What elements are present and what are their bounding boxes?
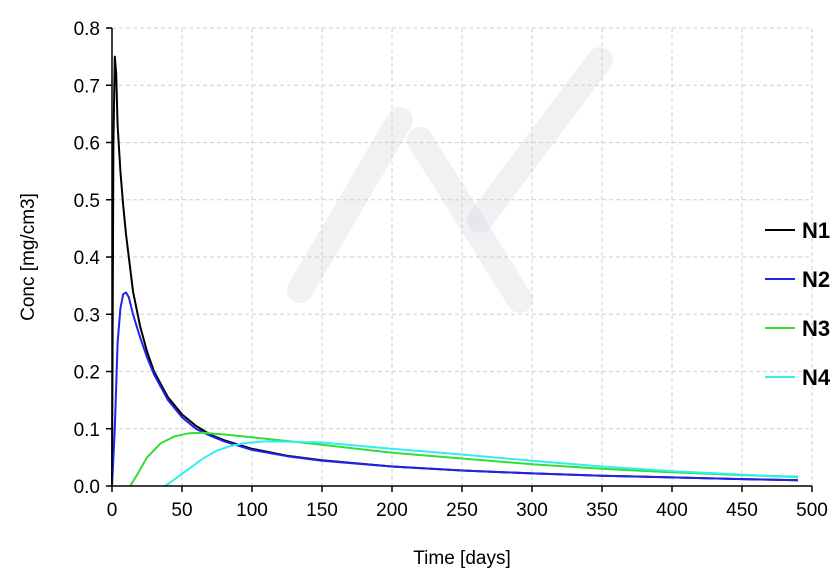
watermark-stroke: [467, 47, 613, 233]
axes: [106, 27, 813, 492]
y-tick-label: 0.1: [74, 420, 100, 441]
x-tick-label: 250: [446, 500, 478, 521]
y-axis-title: Conc [mg/cm3]: [18, 193, 39, 321]
y-tick-label: 0.5: [74, 191, 100, 212]
series-line-n4: [164, 440, 799, 487]
x-tick-label: 450: [726, 500, 758, 521]
watermark: [287, 47, 613, 313]
series-lines: [111, 55, 799, 487]
x-tick-label: 500: [796, 500, 828, 521]
grid: [112, 27, 813, 486]
x-tick-label: 200: [376, 500, 408, 521]
tick-labels: 0 50 100 150 200 250 300 350 400 450 500 0.0 0.1 0.2 0…: [74, 19, 828, 521]
legend-label-n4: N4: [802, 365, 831, 390]
watermark-stroke: [407, 127, 533, 313]
y-tick-label: 0.2: [74, 363, 100, 384]
legend-label-n2: N2: [802, 267, 830, 292]
series-line-n1: [111, 55, 799, 487]
legend-label-n1: N1: [802, 218, 830, 243]
y-tick-label: 0.4: [74, 248, 101, 269]
watermark-stroke: [287, 107, 413, 303]
legend-label-n3: N3: [802, 316, 830, 341]
y-tick-label: 0.6: [74, 134, 100, 155]
x-axis-title: Time [days]: [413, 548, 511, 569]
x-tick-label: 300: [516, 500, 548, 521]
y-tick-label: 0.3: [74, 305, 100, 326]
legend: N1 N2 N3 N4: [765, 218, 831, 390]
x-tick-label: 100: [236, 500, 268, 521]
series-line-n2: [111, 291, 799, 487]
x-tick-label: 350: [586, 500, 618, 521]
y-tick-label: 0.7: [74, 76, 100, 97]
x-tick-label: 0: [107, 500, 118, 521]
x-tick-label: 150: [306, 500, 338, 521]
y-tick-label: 0.8: [74, 19, 100, 40]
x-tick-label: 400: [656, 500, 688, 521]
series-line-n3: [129, 431, 799, 487]
x-tick-label: 50: [171, 500, 192, 521]
y-tick-label: 0.0: [74, 477, 100, 498]
